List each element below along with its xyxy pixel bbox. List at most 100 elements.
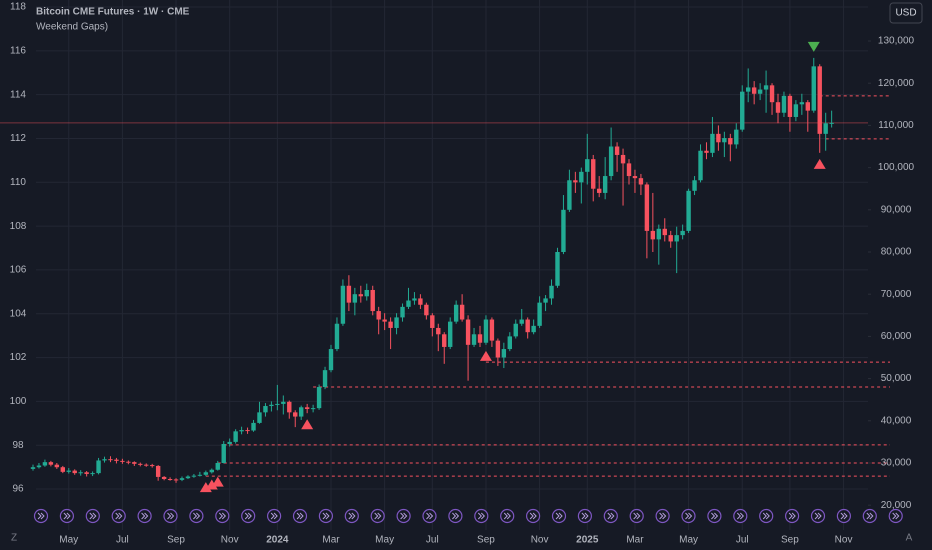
currency-button[interactable] (889, 2, 923, 24)
event-icon-glyph (270, 512, 278, 520)
candle-body (358, 294, 363, 297)
candle-body (728, 138, 733, 145)
candle-body (805, 102, 810, 111)
buy-marker (211, 476, 224, 487)
candle-body (740, 91, 745, 130)
currency-label[interactable]: USD (895, 8, 916, 19)
candle-body (179, 478, 185, 480)
candle-body (662, 228, 667, 236)
buy-marker (301, 419, 314, 430)
candle-body (775, 102, 781, 113)
candle-body (746, 87, 751, 92)
candle-body (722, 138, 727, 143)
x-tick-label: Mar (626, 535, 644, 546)
candle-body (459, 304, 465, 320)
event-icon-glyph (529, 512, 537, 520)
candle-body (656, 228, 661, 240)
candle-body (573, 180, 578, 183)
candle-body (185, 476, 191, 479)
candle-body (471, 334, 477, 345)
y2-tick-label: 116 (10, 45, 26, 56)
candle-body (716, 133, 721, 143)
candle-body (418, 298, 423, 305)
event-icon-glyph (711, 512, 719, 520)
y-tick-label: 70,000 (881, 289, 912, 300)
candle-body (751, 87, 757, 94)
candle-body (489, 319, 495, 341)
candle-body (352, 294, 358, 303)
buy-marker (199, 482, 212, 493)
y2-tick-label: 110 (10, 177, 26, 188)
auto-scale-button[interactable]: A (906, 533, 913, 544)
event-icon-glyph (659, 512, 667, 520)
candle-body (555, 252, 560, 286)
chart-title: Bitcoin CME Futures · 1W · CME (36, 7, 190, 18)
event-icon-glyph (814, 512, 822, 520)
y2-tick-label: 96 (12, 484, 24, 495)
y-tick-label: 100,000 (878, 162, 915, 173)
candle-body (72, 470, 77, 474)
candle-body (239, 430, 244, 432)
x-tick-label: May (59, 535, 78, 546)
candle-body (734, 129, 739, 145)
candle-body (549, 285, 554, 299)
y-tick-label: 110,000 (878, 120, 914, 131)
timezone-button[interactable]: Z (11, 533, 17, 544)
candle-body (507, 336, 512, 350)
candle-body (513, 323, 518, 337)
x-tick-label: Nov (221, 535, 239, 546)
y2-tick-label: 102 (10, 352, 27, 363)
candle-body (245, 430, 250, 432)
candle-body (96, 460, 101, 474)
candle-body (108, 459, 113, 461)
y-tick-label: 90,000 (881, 204, 912, 215)
candle-body (561, 209, 566, 253)
candle-body (787, 95, 793, 117)
candle-body (215, 462, 220, 470)
x-tick-label: May (375, 535, 394, 546)
candle-body (388, 321, 393, 328)
candle-body (114, 459, 119, 461)
candle-body (680, 230, 685, 236)
candle-body (197, 474, 203, 476)
candle-body (84, 472, 89, 474)
candle-body (269, 404, 274, 407)
candle-body (364, 289, 369, 297)
event-icon-glyph (503, 512, 511, 520)
candle-body (823, 123, 828, 134)
event-icon-glyph (633, 512, 641, 520)
event-icon-glyph (322, 512, 330, 520)
candle-body (710, 133, 715, 153)
candle-body (376, 311, 381, 320)
x-tick-label: Mar (322, 535, 340, 546)
candle-body (299, 407, 304, 417)
candle-body (620, 154, 626, 164)
candle-body (483, 319, 489, 343)
event-icon-glyph (452, 512, 460, 520)
candle-body (42, 462, 48, 466)
candle-body (161, 476, 167, 480)
event-icon-glyph (892, 512, 900, 520)
y2-tick-label: 112 (10, 133, 26, 144)
candle-body (674, 235, 679, 242)
candle-body (322, 370, 328, 388)
candle-body (638, 178, 644, 185)
candle-body (209, 469, 214, 473)
y2-tick-label: 114 (10, 89, 26, 100)
x-tick-label: Nov (835, 535, 853, 546)
candle-body (543, 298, 548, 303)
candle-body (757, 89, 763, 94)
x-tick-label: Jul (116, 535, 129, 546)
x-tick-label: Sep (477, 535, 495, 546)
candle-body (304, 407, 310, 409)
candle-body (30, 467, 36, 469)
grid (36, 0, 868, 530)
buy-marker (205, 479, 218, 490)
y-tick-label: 30,000 (881, 458, 912, 469)
candle-body (465, 319, 471, 345)
candle-body (275, 403, 280, 405)
candle-body (453, 304, 459, 322)
candle-body (102, 459, 107, 461)
candle-body (281, 401, 286, 404)
event-icon-glyph (244, 512, 252, 520)
